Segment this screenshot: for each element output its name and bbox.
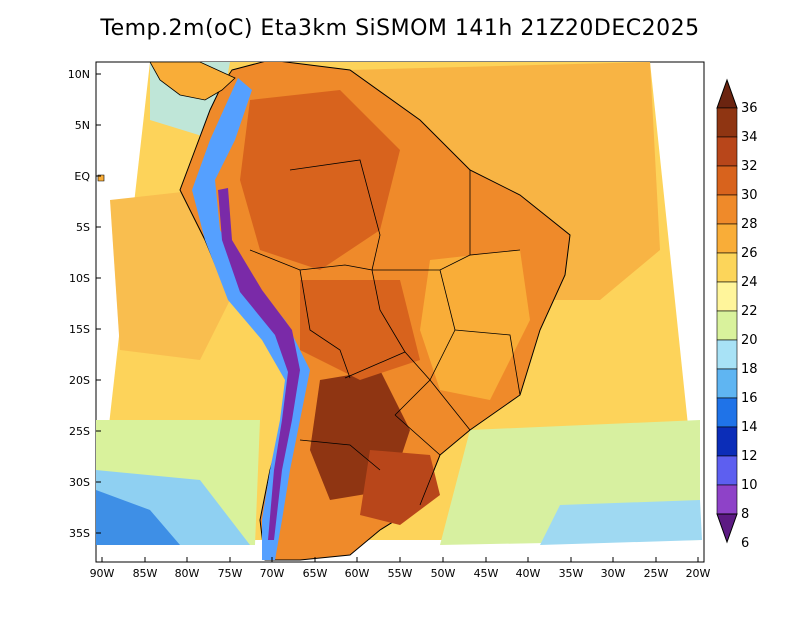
andes-coldest <box>218 188 300 540</box>
lat-label: 35S <box>69 527 90 540</box>
colorbar-label: 6 <box>741 536 749 551</box>
lon-label: 25W <box>644 567 669 580</box>
colorbar-label: 28 <box>741 217 758 232</box>
colorbar-label: 10 <box>741 478 758 493</box>
colorbar-label: 24 <box>741 275 758 290</box>
lat-axis: 10N 5N EQ 5S 10S 15S 20S 25S 30S 35S <box>68 68 101 540</box>
colorbar-label: 32 <box>741 159 758 174</box>
lon-label: 45W <box>474 567 499 580</box>
colorbar-label: 30 <box>741 188 758 203</box>
lon-label: 80W <box>175 567 200 580</box>
lon-label: 65W <box>303 567 328 580</box>
lon-label: 20W <box>686 567 711 580</box>
colorbar-swatch <box>716 165 738 196</box>
lat-label: 20S <box>69 374 90 387</box>
colorbar-swatch <box>716 252 738 283</box>
colorbar: 36 34 32 30 28 26 24 22 20 18 16 14 12 10 8 6 <box>716 78 758 551</box>
south-atlantic-cold <box>540 500 702 545</box>
lon-label: 40W <box>516 567 541 580</box>
colorbar-label: 12 <box>741 449 758 464</box>
colorbar-swatch <box>716 426 738 457</box>
lon-label: 90W <box>90 567 115 580</box>
map-title: Temp.2m(oC) Eta3km SiSMOM 141h 21Z20DEC2… <box>100 16 700 41</box>
lon-label: 70W <box>260 567 285 580</box>
lat-label: 30S <box>69 476 90 489</box>
lon-label: 85W <box>133 567 158 580</box>
lat-label: 10S <box>69 272 90 285</box>
brazil-plateau-mild <box>420 250 530 400</box>
lon-label: 75W <box>218 567 243 580</box>
political-borders <box>249 159 521 506</box>
colorbar-swatch <box>716 223 738 254</box>
lat-label: 15S <box>69 323 90 336</box>
colorbar-top-arrow <box>716 78 738 109</box>
colorbar-swatch <box>716 368 738 399</box>
colorbar-label: 22 <box>741 304 758 319</box>
south-brazil-hot <box>360 450 440 525</box>
lon-label: 35W <box>559 567 584 580</box>
lat-label: 10N <box>68 68 90 81</box>
lat-label: 5N <box>75 119 90 132</box>
lat-label: EQ <box>74 170 90 183</box>
colorbar-label: 20 <box>741 333 758 348</box>
colorbar-swatch <box>716 281 738 312</box>
colorbar-label: 8 <box>741 507 749 522</box>
colorbar-label: 26 <box>741 246 758 261</box>
colorbar-swatch <box>716 455 738 486</box>
colorbar-swatch <box>716 136 738 167</box>
colorbar-label: 18 <box>741 362 758 377</box>
lat-label: 5S <box>76 221 90 234</box>
colorbar-swatch <box>716 339 738 370</box>
lon-label: 30W <box>601 567 626 580</box>
map-field <box>96 62 702 561</box>
colorbar-swatch <box>716 484 738 515</box>
pacific-warm-ocean <box>110 190 230 360</box>
colorbar-label: 36 <box>741 101 758 116</box>
central-america-land <box>149 62 236 101</box>
colorbar-swatch <box>716 194 738 225</box>
atlantic-warm-ocean <box>350 62 660 300</box>
colorbar-swatch <box>716 310 738 341</box>
colorbar-label: 16 <box>741 391 758 406</box>
central-hot <box>300 280 420 380</box>
lat-label: 25S <box>69 425 90 438</box>
colorbar-label: 14 <box>741 420 758 435</box>
lon-label: 60W <box>345 567 370 580</box>
amazon-hot <box>240 90 400 270</box>
lon-label: 55W <box>388 567 413 580</box>
colorbar-bottom-arrow <box>716 513 738 544</box>
south-pacific-colder <box>96 490 180 545</box>
colorbar-swatch <box>716 107 738 138</box>
colorbar-label: 34 <box>741 130 758 145</box>
colorbar-swatch <box>716 397 738 428</box>
lon-axis: 90W 85W 80W 75W 70W 65W 60W 55W 50W 45W … <box>90 557 711 580</box>
lon-label: 50W <box>431 567 456 580</box>
